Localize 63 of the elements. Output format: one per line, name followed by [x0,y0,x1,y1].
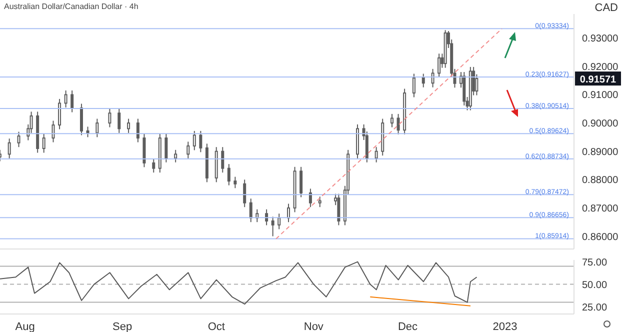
candlestick [64,90,68,108]
x-tick-label: Aug [15,320,35,332]
candlestick [17,131,20,148]
y-tick-label: 50.00 [582,280,608,291]
candlestick [318,196,322,208]
y-tick-label: 25.00 [582,302,608,314]
candlestick [396,113,400,135]
candlestick [227,164,230,186]
candlestick [243,179,246,208]
candlestick [234,176,237,189]
candlestick [70,90,74,113]
y-tick-label: 0.88000 [582,175,619,186]
candlestick [431,68,434,88]
candlestick [8,138,11,159]
candlestick [265,208,268,226]
x-tick-label: Nov [304,320,324,332]
candlestick [136,118,140,143]
candlestick [300,166,303,198]
y-tick-label: 0.92000 [582,62,619,73]
y-axis-title: CAD [594,2,618,14]
line-series [0,261,478,305]
text: 0.91571 [580,74,617,86]
candlestick [96,118,99,138]
candlestick [271,216,274,237]
y-tick-label: 0.86000 [582,232,619,243]
y-tick-label: 0.87000 [582,203,619,214]
y-tick-label: 0.90000 [582,118,619,130]
y-tick-label: 75.00 [582,257,608,268]
candlestick [412,73,416,98]
candlestick [475,74,478,96]
candlestick [249,198,252,223]
candlestick [422,73,425,88]
candlestick [199,130,202,153]
y-tick-label: 0.91000 [582,90,619,102]
candlestick [164,133,168,163]
y-tick-label: 0.89000 [582,146,619,158]
candlestick [374,146,378,163]
candlestick [80,103,83,136]
candlestick [337,193,340,226]
candlestick [118,108,121,134]
candlestick [152,158,156,174]
candlestick [287,203,290,223]
candlestick [308,188,312,208]
candlestick [390,113,394,128]
candlestick [86,126,90,138]
candlestick [108,108,112,128]
x-tick-label: 2023 [492,320,518,332]
candlestick [174,149,178,163]
candlestick [127,118,130,134]
candlestick [42,133,46,154]
candlestick [58,98,62,130]
candlestick [192,130,196,151]
x-tick-label: Dec [398,320,418,332]
candlestick [438,53,441,78]
y-tick-label: 0.93000 [582,34,619,45]
candlestick [186,141,190,159]
x-tick-label: Sep [112,320,132,332]
chart-title: Australian Dollar/Canadian Dollar · 4h [4,2,138,11]
candlestick [278,213,281,230]
x-tick-label: Oct [208,320,225,332]
candlestick [52,120,55,143]
candlestick [256,208,259,223]
candlestick [221,146,224,174]
